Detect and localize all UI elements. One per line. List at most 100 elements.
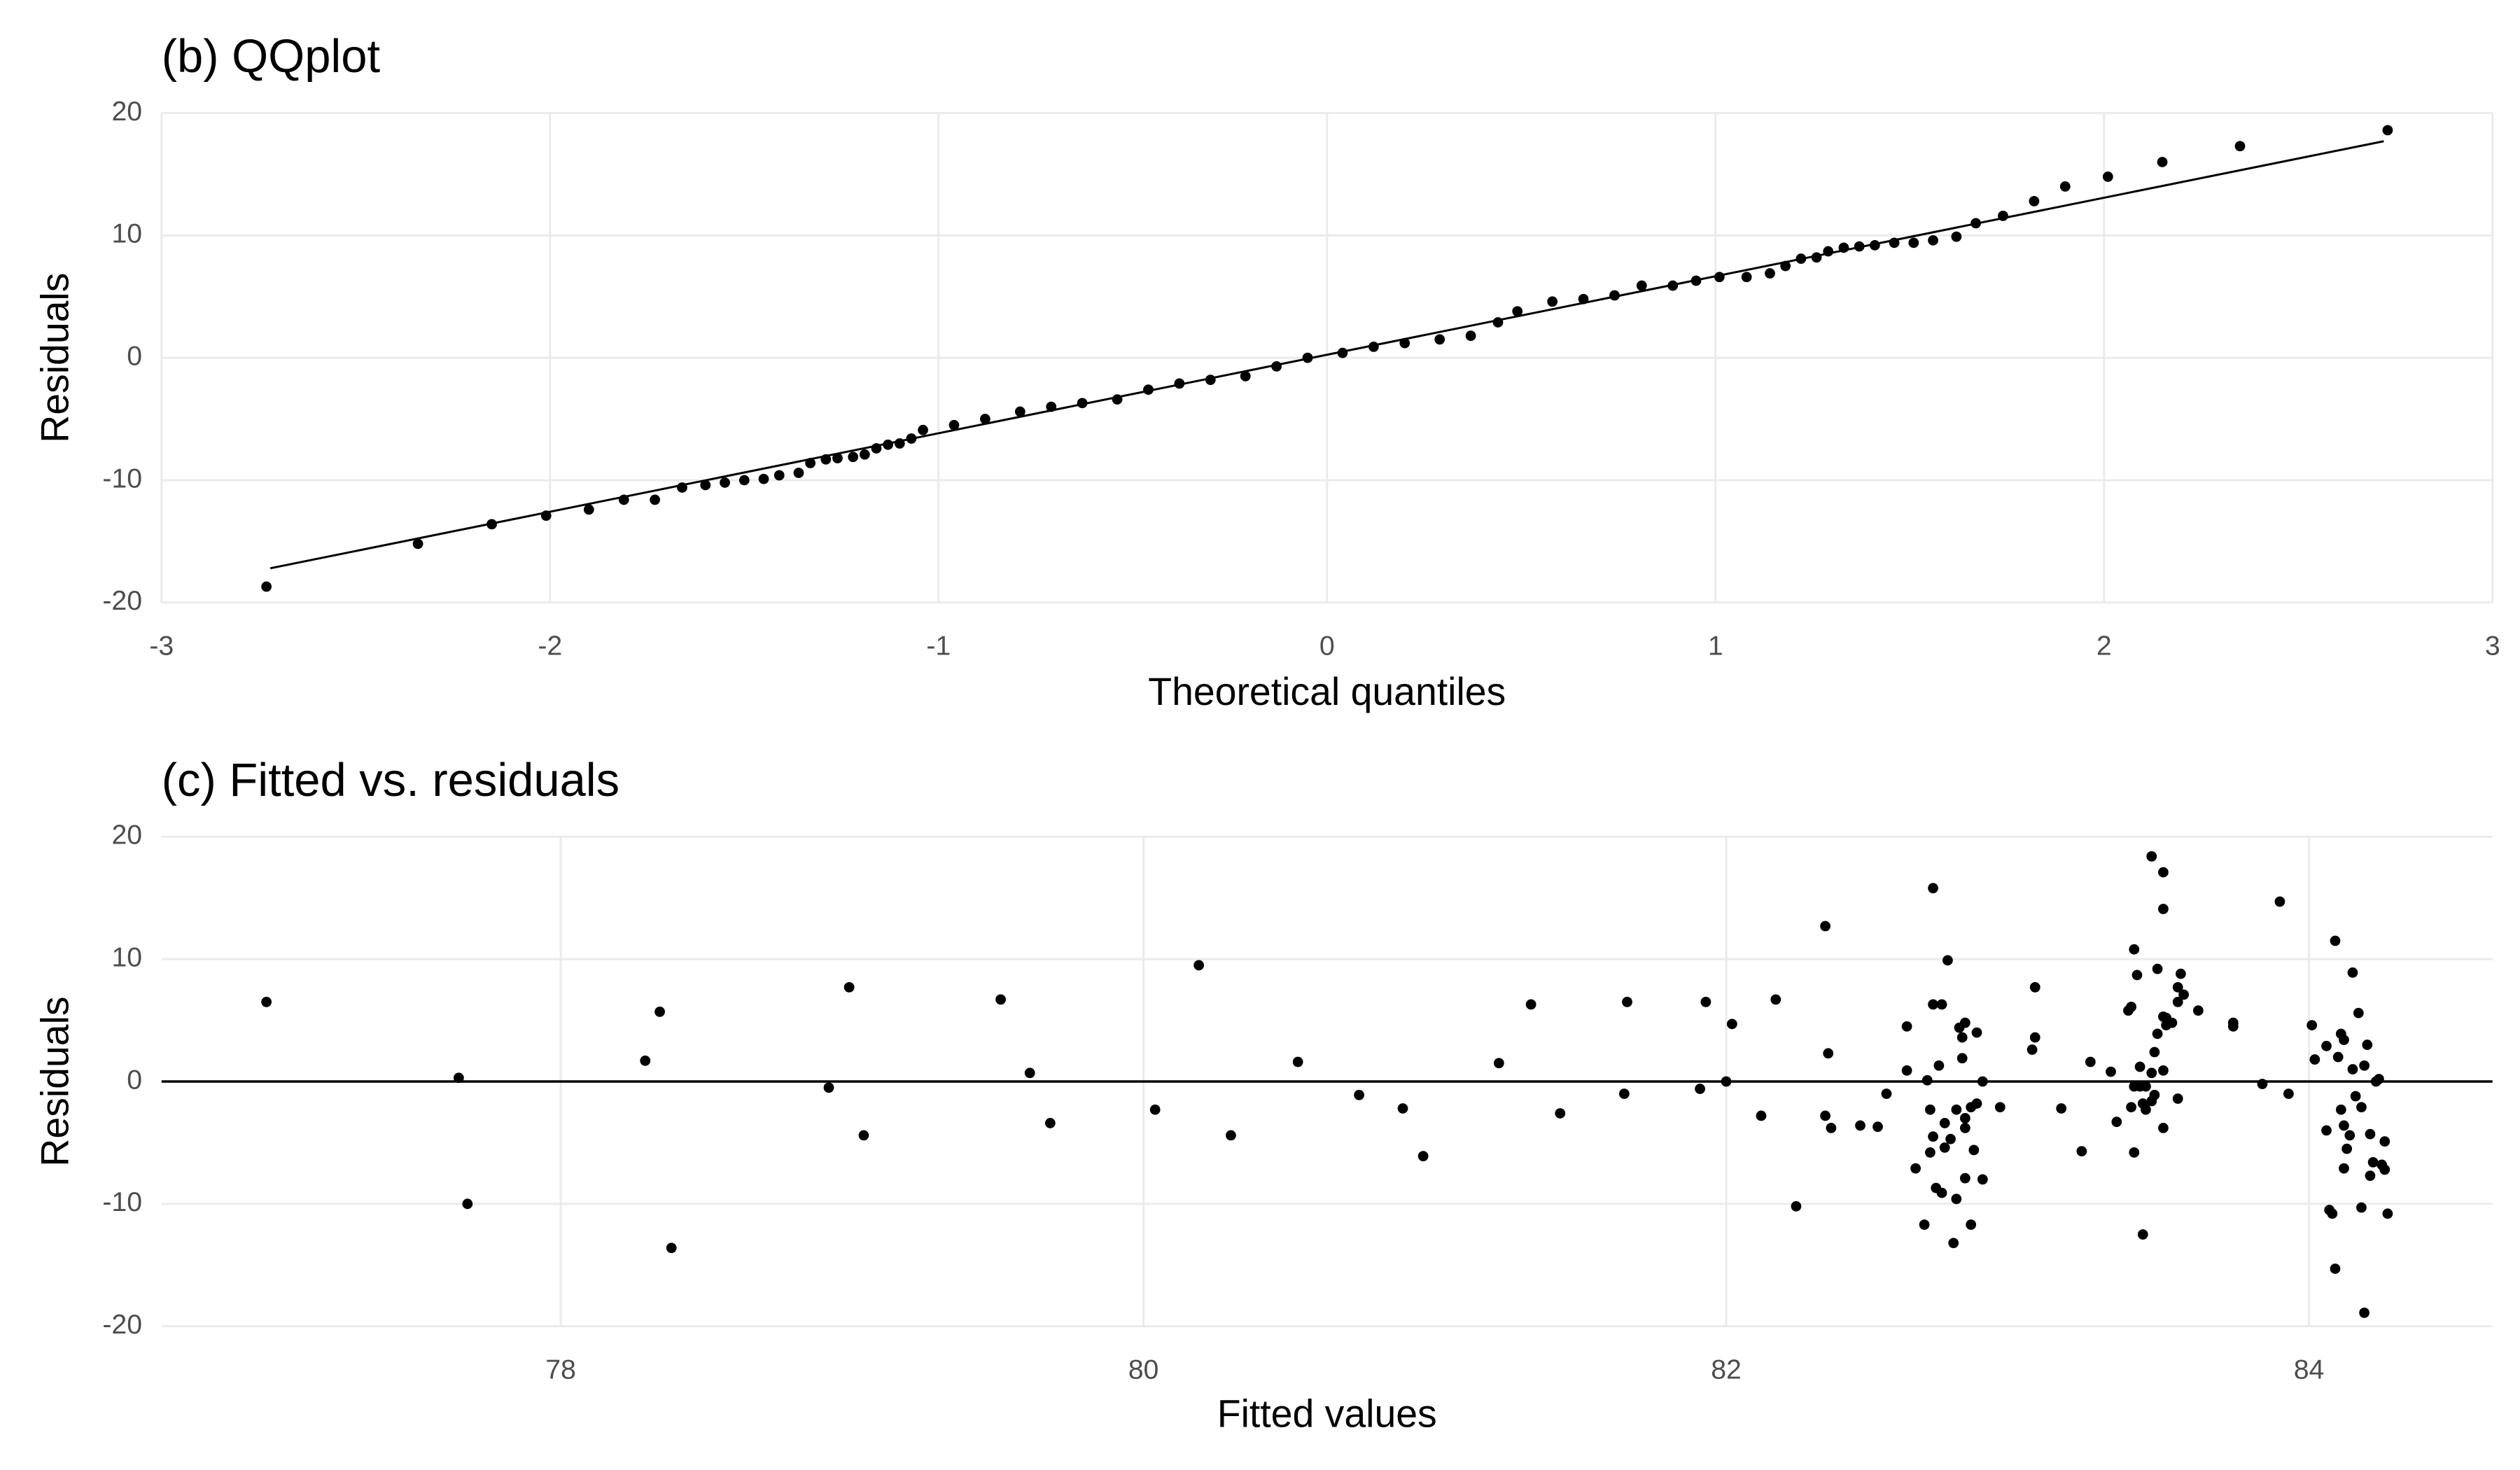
point bbox=[2146, 1068, 2157, 1079]
point bbox=[2339, 1035, 2349, 1045]
point bbox=[1889, 237, 1900, 248]
point bbox=[820, 454, 832, 465]
point bbox=[2321, 1125, 2332, 1136]
x-axis-label: Theoretical quantiles bbox=[1148, 670, 1506, 713]
point bbox=[1910, 1163, 1921, 1174]
point bbox=[412, 538, 424, 550]
y-tick-label: -10 bbox=[102, 463, 142, 493]
point bbox=[1820, 1110, 1830, 1121]
point bbox=[2141, 1081, 2151, 1092]
point bbox=[2339, 1163, 2349, 1174]
point bbox=[1512, 306, 1523, 317]
point bbox=[2134, 1061, 2146, 1072]
point bbox=[1854, 241, 1865, 252]
x-tick-label: 0 bbox=[1320, 631, 1335, 662]
point bbox=[2359, 1308, 2370, 1318]
point bbox=[1578, 293, 1589, 304]
point bbox=[918, 424, 928, 435]
point bbox=[2102, 172, 2113, 182]
point bbox=[1756, 1110, 1767, 1121]
point bbox=[1881, 1088, 1892, 1099]
point bbox=[2382, 125, 2393, 136]
point bbox=[2379, 1164, 2390, 1175]
point bbox=[1077, 398, 1088, 409]
point bbox=[2344, 1130, 2356, 1141]
x-tick-label: -1 bbox=[926, 631, 951, 662]
point bbox=[677, 482, 687, 493]
point bbox=[1690, 275, 1702, 286]
point bbox=[2350, 1091, 2361, 1102]
point bbox=[2178, 989, 2189, 1000]
point bbox=[2029, 196, 2040, 206]
point bbox=[1726, 1018, 1737, 1030]
point bbox=[2353, 1007, 2364, 1018]
point bbox=[1465, 330, 1476, 342]
point bbox=[1044, 1118, 1056, 1128]
point bbox=[2152, 963, 2163, 974]
point bbox=[1811, 252, 1822, 263]
point bbox=[2382, 1208, 2393, 1219]
y-axis-label: Residuals bbox=[34, 996, 77, 1166]
point bbox=[2257, 1079, 2268, 1089]
point bbox=[1977, 1076, 1988, 1087]
point bbox=[1959, 1123, 1970, 1133]
point bbox=[1994, 1102, 2005, 1113]
point bbox=[1872, 1121, 1883, 1133]
y-axis-label: Residuals bbox=[34, 273, 77, 443]
point bbox=[1823, 1048, 1834, 1059]
point bbox=[848, 451, 859, 463]
point bbox=[2158, 867, 2169, 878]
point bbox=[1770, 994, 1782, 1005]
point bbox=[2106, 1066, 2116, 1077]
point bbox=[1555, 1108, 1566, 1119]
chart-title: (b) QQplot bbox=[162, 30, 381, 83]
point bbox=[805, 458, 816, 468]
point bbox=[1337, 347, 1348, 358]
point bbox=[2146, 850, 2157, 862]
point bbox=[2158, 1065, 2169, 1076]
point bbox=[1271, 361, 1282, 372]
point bbox=[2076, 1146, 2087, 1157]
point bbox=[894, 438, 905, 449]
point bbox=[2339, 1120, 2349, 1131]
point bbox=[979, 414, 990, 424]
point bbox=[844, 982, 855, 993]
point bbox=[1971, 1027, 1982, 1038]
point bbox=[2342, 1143, 2353, 1154]
point bbox=[618, 494, 629, 505]
point bbox=[1951, 231, 1962, 242]
point bbox=[906, 433, 917, 444]
point bbox=[1925, 1104, 1935, 1115]
point bbox=[883, 439, 894, 450]
point bbox=[1791, 1200, 1802, 1212]
point bbox=[1780, 260, 1791, 272]
point bbox=[2356, 1102, 2367, 1113]
point bbox=[1959, 1172, 1970, 1184]
point bbox=[858, 1130, 869, 1141]
point bbox=[486, 519, 497, 530]
point bbox=[2335, 1104, 2346, 1115]
point bbox=[1636, 280, 1647, 291]
point bbox=[1194, 960, 1205, 971]
point bbox=[1024, 1068, 1035, 1079]
point bbox=[1869, 239, 1880, 251]
point bbox=[1966, 1219, 1977, 1230]
point bbox=[2172, 1093, 2183, 1104]
y-tick-label: 0 bbox=[127, 341, 142, 372]
point bbox=[1928, 234, 1938, 246]
point bbox=[2126, 1102, 2137, 1113]
point bbox=[1618, 1088, 1630, 1099]
y-tick-label: 10 bbox=[111, 218, 142, 249]
point bbox=[2172, 982, 2183, 993]
point bbox=[1919, 1219, 1930, 1230]
point bbox=[1942, 955, 1953, 966]
point bbox=[640, 1055, 651, 1066]
point bbox=[2175, 968, 2186, 979]
point bbox=[2327, 1208, 2338, 1219]
point bbox=[1434, 334, 1446, 345]
point bbox=[700, 479, 711, 491]
point bbox=[1046, 401, 1057, 412]
point bbox=[1226, 1130, 1236, 1141]
x-tick-label: -2 bbox=[538, 631, 562, 662]
point bbox=[2158, 904, 2169, 914]
